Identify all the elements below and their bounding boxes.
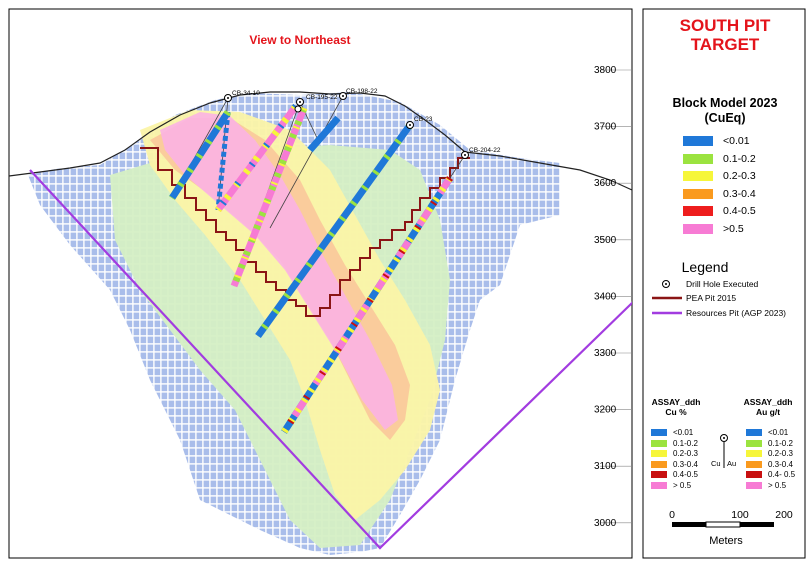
collar-cb-195-22-b	[294, 105, 302, 113]
elevation-tick-label: 3300	[594, 348, 617, 359]
legend-label: <0.01	[723, 135, 750, 147]
scale-tick-100: 100	[731, 509, 749, 521]
legend-swatch	[651, 429, 667, 436]
drill-label-cb-204-22: CB-204-22	[469, 147, 501, 154]
block-model-title-line-2: (CuEq)	[704, 111, 746, 125]
legend-label: 0.4-0.5	[673, 470, 698, 479]
trace-cu-label: Cu	[711, 459, 721, 468]
pea-pit-line	[140, 147, 470, 317]
legend-swatch	[746, 471, 762, 478]
legend-swatch	[651, 471, 667, 478]
view-label: View to Northeast	[249, 33, 350, 47]
legend-swatch	[683, 206, 713, 216]
trace-au-label: Au	[727, 459, 736, 468]
legend-label: 0.1-0.2	[768, 438, 793, 448]
legend-label: 0.1-0.2	[673, 438, 698, 448]
legend-title: Legend	[681, 259, 729, 275]
elevation-tick-label: 3500	[594, 235, 617, 246]
scale-unit: Meters	[709, 535, 743, 547]
legend-label: 0.2-0.3	[673, 449, 698, 458]
legend-swatch	[683, 153, 713, 164]
legend-swatch	[651, 460, 667, 468]
legend-swatch	[746, 439, 762, 447]
legend-label: <0.01	[673, 428, 694, 437]
drill-label-cb-34-10: CB-34-10	[232, 90, 260, 97]
legend-pea-pit-label: PEA Pit 2015	[686, 293, 737, 303]
legend-label: 0.3-0.4	[673, 459, 698, 469]
block-model-title-line-1: Block Model 2023	[672, 96, 778, 110]
legend-swatch	[746, 481, 762, 489]
drill-label-cb-198-22: CB-198-22	[346, 88, 378, 95]
block-model-title: Block Model 2023 (CuEq)	[645, 96, 805, 126]
legend-label: > 0.5	[768, 480, 787, 490]
elevation-tick-label: 3800	[594, 65, 617, 76]
scale-tick-0: 0	[669, 509, 675, 521]
legend-swatch	[683, 136, 713, 146]
legend-symbols	[652, 280, 682, 315]
assay-cu-title: ASSAY_ddh Cu %	[648, 397, 704, 417]
legend-label: 0.4- 0.5	[768, 470, 796, 479]
legend-drill-hole-label: Drill Hole Executed	[686, 279, 759, 289]
legend-label: 0.3-0.4	[768, 459, 793, 469]
topography-line	[9, 91, 632, 191]
assay-au-title-line-1: ASSAY_ddh	[743, 397, 793, 407]
legend-swatch	[651, 439, 667, 447]
legend-label: > 0.5	[673, 480, 692, 490]
elevation-tick-label: 3000	[594, 518, 617, 529]
elevation-tick-label: 3200	[594, 405, 617, 416]
assay-cu-title-line-2: Cu %	[665, 407, 687, 417]
legend-label: 0.1-0.2	[723, 152, 756, 165]
legend-label: 0.4-0.5	[723, 205, 756, 217]
drill-label-cb-195-22: CB-195-22	[306, 94, 338, 101]
elevation-tick-label: 3100	[594, 461, 617, 472]
legend-swatch	[651, 450, 667, 457]
elevation-tick-label: 3400	[594, 291, 617, 302]
legend-swatch	[683, 223, 713, 234]
legend-swatch	[651, 481, 667, 489]
legend-swatch	[746, 450, 762, 457]
legend-swatch	[746, 460, 762, 468]
legend-resources-pit-label: Resources Pit (AGP 2023)	[686, 308, 786, 318]
legend-label: >0.5	[723, 222, 744, 235]
legend-label: 0.2-0.3	[723, 170, 756, 182]
drill-holes	[169, 95, 466, 434]
legend-swatch	[683, 188, 713, 199]
legend-label: <0.01	[768, 428, 789, 437]
assay-au-title-line-2: Au g/t	[755, 407, 781, 417]
scale-tick-200: 200	[775, 509, 793, 521]
drill-label-cb-23: CB-23	[414, 116, 433, 123]
target-title-line-2: TARGET	[690, 35, 760, 54]
elevation-tick-label: 3600	[594, 178, 617, 189]
legend-label: 0.2-0.3	[768, 449, 793, 458]
legend-swatch	[746, 429, 762, 436]
resources-pit-line	[29, 169, 632, 550]
elevation-axis: 3800 3700 3600 3500 3400 3300 3200 3100 3000	[594, 65, 632, 529]
target-title: SOUTH PIT TARGET	[645, 16, 805, 54]
cueq-shell-mid	[140, 110, 440, 520]
target-title-line-1: SOUTH PIT	[679, 16, 771, 35]
assay-au-title: ASSAY_ddh Au g/t	[740, 397, 796, 417]
elevation-tick-label: 3700	[594, 122, 617, 133]
scale-bar: 0 100 200 Meters	[669, 509, 793, 547]
assay-cu-title-line-1: ASSAY_ddh	[651, 397, 701, 407]
legend-swatch	[683, 171, 713, 181]
cu-au-trace-icon: Cu Au	[711, 434, 736, 468]
legend-label: 0.3-0.4	[723, 187, 756, 200]
